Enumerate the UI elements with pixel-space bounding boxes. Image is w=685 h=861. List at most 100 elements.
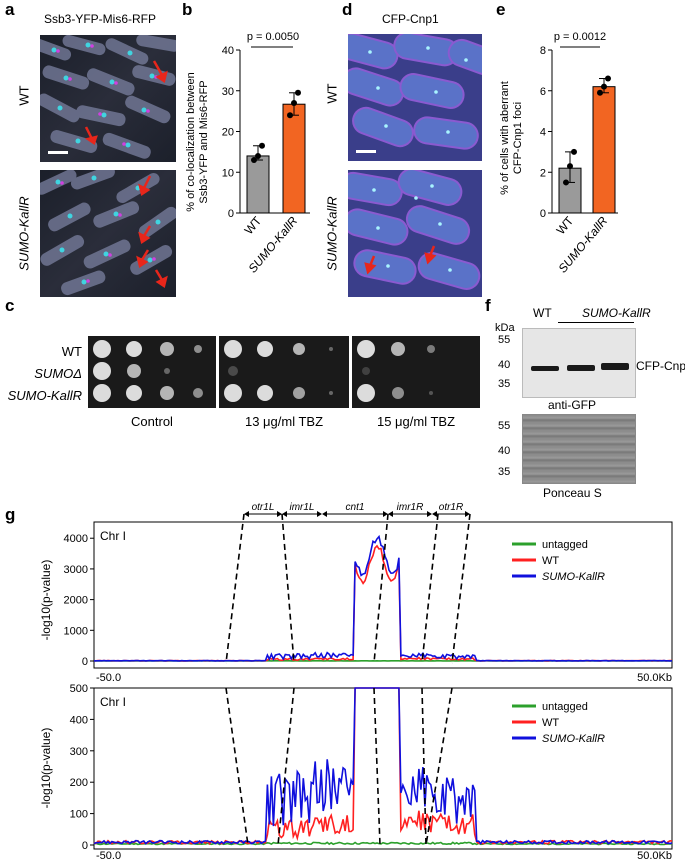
chart-g-top-ytick-label: 0 — [82, 656, 88, 668]
panel-d-title: CFP-Cnp1 — [382, 12, 439, 26]
chart-g-bottom-legend-label: SUMO-KallR — [542, 733, 605, 745]
chart-g-region-label: imr1R — [397, 502, 424, 513]
chart-b-pvalue: p = 0.0050 — [247, 31, 299, 43]
panel-f-lane-bar — [558, 322, 634, 323]
chart-g-region-label: imr1L — [289, 502, 314, 513]
chart-g-top-legend-label: untagged — [542, 539, 588, 551]
chart-b: % of co-localization between Ssb3-YFP an… — [185, 31, 310, 276]
chart-b-ytick-label: 40 — [222, 45, 234, 57]
panel-d-row-wt: WT — [324, 82, 340, 104]
panel-a-row-kallr: SUMO-KallR — [16, 195, 32, 271]
chart-g-bottom-ytick-label: 0 — [82, 840, 88, 852]
blot-band-wt — [531, 366, 559, 371]
chart-g-bottom-ytick-label: 200 — [70, 777, 88, 789]
chart-g-top-legend-label: WT — [542, 555, 559, 567]
panel-g-label: g — [5, 505, 16, 524]
chart-e-point — [597, 89, 603, 96]
chart-b-point — [259, 142, 265, 149]
chart-g-region-arrowhead — [465, 511, 470, 517]
chart-g-top-frame — [93, 521, 673, 669]
chart-e-point — [571, 148, 577, 155]
spot-plate-15tbz — [352, 336, 480, 408]
chart-b-point — [287, 112, 293, 119]
chart-g-bottom-legend-label: untagged — [542, 701, 588, 713]
chart-e-bar — [592, 86, 616, 214]
chart-g-region-label: otr1R — [439, 502, 463, 513]
chart-b-ylabel-1: % of co-localization between — [185, 72, 197, 211]
chart-g-region-label: otr1L — [252, 502, 275, 513]
panel-c-cond-control: Control — [131, 414, 173, 429]
ponceau-stain — [522, 414, 636, 484]
chart-b-point — [295, 89, 301, 96]
panel-c-cond-15tbz: 15 μg/ml TBZ — [376, 414, 456, 429]
chart-g-top-legend-label: SUMO-KallR — [542, 571, 605, 583]
blot-band-kallr-2 — [601, 363, 629, 370]
chart-g-region-arrowhead — [383, 511, 388, 517]
chart-e-ylabel-2: CFP-Cnp1 foci — [512, 102, 524, 174]
chart-g-top-ytick-label: 1000 — [64, 625, 88, 637]
chart-g-bottom-ytick-label: 400 — [70, 714, 88, 726]
chart-g-region-arrowhead — [322, 511, 327, 517]
panel-c-row-kallr: SUMO-KallR — [7, 388, 82, 403]
chart-b-bar — [282, 103, 306, 214]
chart-g-bottom-chrom: Chr I — [100, 695, 126, 709]
chart-b-ylabel-2: Ssb3-YFP and Mis6-RFP — [198, 80, 210, 203]
panel-f-kda: kDa — [495, 322, 515, 334]
chart-g-bottom-ytick-label: 100 — [70, 809, 88, 821]
panel-d-row-kallr: SUMO-KallR — [324, 195, 340, 271]
chart-b-point — [251, 157, 257, 164]
chart-g-top-ytick-label: 3000 — [64, 564, 88, 576]
panel-a-label: a — [5, 0, 15, 19]
panel-f-marker-40: 40 — [498, 359, 511, 371]
panel-f-pmarker-55: 55 — [498, 420, 511, 432]
chart-g: otr1L imr1L cnt1 imr1R otr1R Chr I -log10(p-… — [39, 502, 673, 861]
chart-b-point — [291, 99, 297, 106]
chart-g-bottom-ytick-label: 500 — [70, 683, 88, 695]
panel-a-row-wt: WT — [16, 84, 32, 106]
micrograph-a-kallr-image — [40, 170, 176, 296]
blot-band-kallr-1 — [567, 365, 595, 371]
panel-c-cond-13tbz: 13 μg/ml TBZ — [244, 414, 324, 429]
panel-a-title: Ssb3-YFP-Mis6-RFP — [44, 12, 157, 26]
chart-e-xtick-label: WT — [554, 213, 577, 237]
panel-f-blot-label: anti-GFP — [548, 398, 597, 412]
panel-c-row-sumod: SUMOΔ — [34, 366, 82, 381]
chart-g-dashed-guides — [225, 513, 471, 846]
western-blot — [522, 328, 636, 398]
panel-f-marker-55: 55 — [498, 334, 511, 346]
panel-d-label: d — [342, 0, 353, 19]
chart-e-ytick-label: 2 — [540, 167, 546, 179]
chart-b-xtick-label: WT — [242, 213, 265, 237]
chart-g-region-arrowhead — [282, 511, 287, 517]
panel-e-label: e — [496, 0, 506, 19]
chart-g-region-arrowhead — [427, 511, 432, 517]
micrograph-a-wt — [40, 35, 176, 162]
chart-e-pvalue: p = 0.0012 — [554, 31, 606, 43]
chart-e-point — [563, 179, 569, 186]
chart-g-bottom-ylabel: -log10(p-value) — [39, 728, 53, 809]
chart-g-bottom-series-sumo-kallr — [93, 687, 673, 845]
chart-e-ytick-label: 6 — [540, 86, 546, 98]
chart-e-point — [567, 163, 573, 170]
micrograph-d-kallr — [348, 170, 482, 297]
chart-g-region-arrowhead — [317, 511, 322, 517]
chart-e-ylabel-1: % of cells with aberrant — [499, 81, 511, 195]
chart-e-ytick-label: 4 — [540, 127, 546, 139]
panel-c-row-wt: WT — [61, 344, 82, 359]
chart-g-region-label: cnt1 — [346, 502, 365, 513]
spot-plate-15tbz-image — [357, 340, 435, 402]
chart-g-region-arrowhead — [277, 511, 282, 517]
micrograph-d-kallr-image — [348, 170, 481, 290]
chart-g-region-arrowhead — [432, 511, 437, 517]
chart-g-top-series-sumo-kallr — [93, 534, 673, 662]
chart-g-top-xend: 50.0Kb — [637, 672, 672, 684]
panel-f-lane-wt: WT — [533, 306, 552, 320]
chart-g-top-ytick-label: 2000 — [64, 595, 88, 607]
micrograph-a-wt-image — [40, 35, 176, 159]
chart-b-ytick-label: 0 — [228, 208, 234, 220]
panel-b-label: b — [182, 0, 193, 19]
chart-b-ytick-label: 30 — [222, 86, 234, 98]
chart-b-ytick-label: 20 — [222, 127, 234, 139]
chart-e-ytick-label: 0 — [540, 208, 546, 220]
panel-f-marker-35: 35 — [498, 378, 511, 390]
